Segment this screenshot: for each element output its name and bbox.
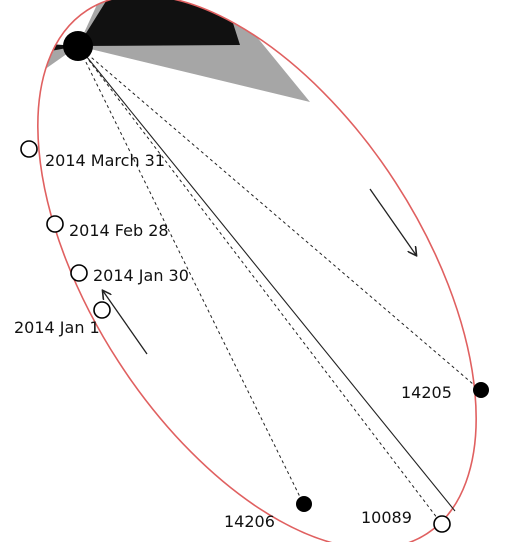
obs-marker-14206 bbox=[296, 496, 312, 512]
dashed-line-14206 bbox=[77, 45, 304, 504]
label-14205: 14205 bbox=[401, 383, 452, 402]
obs-marker-10089 bbox=[433, 515, 451, 533]
central-body bbox=[63, 31, 93, 61]
label-14206: 14206 bbox=[224, 512, 275, 531]
date-marker-jan-1 bbox=[93, 301, 111, 319]
date-marker-jan-30 bbox=[70, 264, 88, 282]
label-jan-1: 2014 Jan 1 bbox=[14, 318, 100, 337]
direction-arrow-right bbox=[369, 188, 416, 255]
solid-line-axis bbox=[77, 45, 456, 512]
gray-sector-right bbox=[78, 0, 310, 102]
dark-sector-upper bbox=[78, 0, 240, 46]
label-feb-28: 2014 Feb 28 bbox=[69, 221, 169, 240]
label-march-31: 2014 March 31 bbox=[45, 151, 165, 170]
label-jan-30: 2014 Jan 30 bbox=[93, 266, 189, 285]
label-10089: 10089 bbox=[361, 508, 412, 527]
direction-arrow-left bbox=[103, 291, 148, 355]
date-marker-feb-28 bbox=[46, 215, 64, 233]
dashed-line-14205 bbox=[77, 45, 481, 391]
sight-lines bbox=[77, 45, 481, 524]
dashed-line-10089 bbox=[77, 45, 442, 524]
obs-marker-14205 bbox=[473, 382, 489, 398]
sector-shading bbox=[0, 0, 310, 108]
date-marker-march-31 bbox=[20, 140, 38, 158]
